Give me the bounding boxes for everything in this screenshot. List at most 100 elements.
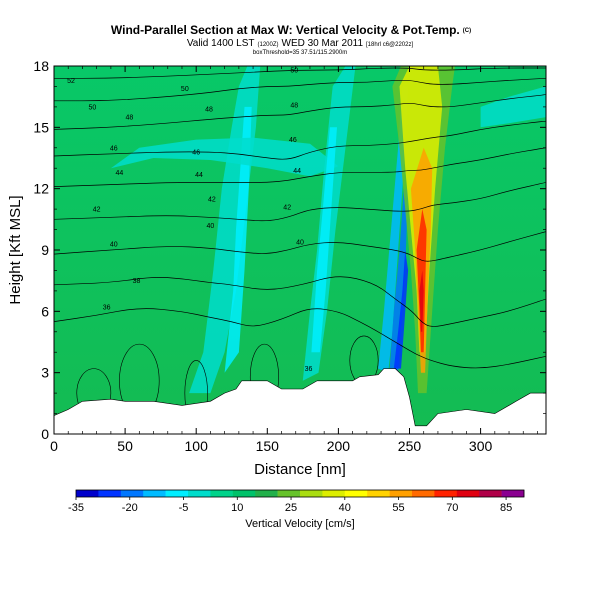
colorbar-tick-label: 40 bbox=[339, 502, 351, 514]
theta-contour-48 bbox=[54, 94, 546, 130]
colorbar-swatch bbox=[434, 490, 458, 497]
cyan-core-right bbox=[311, 127, 337, 353]
colorbar-swatch bbox=[412, 490, 435, 497]
blue-downdraft bbox=[389, 188, 409, 373]
x-axis: 0 50 100 150 200 250 300 bbox=[50, 66, 538, 454]
x-tick-label: 250 bbox=[398, 438, 422, 454]
contour-label-text: 46 bbox=[192, 149, 200, 156]
contour-label: 50 bbox=[181, 86, 189, 93]
x-tick-label: 200 bbox=[327, 438, 351, 454]
contour-label: 48 bbox=[205, 106, 213, 113]
theta-contours bbox=[54, 67, 546, 427]
colorbar-tick-label: -20 bbox=[122, 502, 138, 514]
contour-label-text: 44 bbox=[195, 172, 203, 179]
contour-label-text: 48 bbox=[125, 115, 133, 122]
x-tick-label: 300 bbox=[469, 438, 493, 454]
theta-contour-46 bbox=[54, 120, 546, 160]
contour-label-text: 44 bbox=[116, 170, 124, 177]
colorbar-swatch bbox=[322, 490, 346, 497]
colorbar-swatch bbox=[255, 490, 278, 497]
colorbar-swatch bbox=[389, 490, 413, 497]
cyan-band-mid bbox=[224, 106, 252, 373]
contour-label: 48 bbox=[290, 102, 298, 109]
contour-label-text: 40 bbox=[296, 239, 304, 246]
contour-label-text: 46 bbox=[110, 145, 118, 152]
y-tick-label: 18 bbox=[33, 58, 49, 74]
theta-contour-42 bbox=[54, 182, 546, 222]
chart-title: Wind-Parallel Section at Max W: Vertical… bbox=[111, 23, 471, 37]
contour-label-text: 36 bbox=[103, 305, 111, 312]
theta-contour-40 bbox=[54, 231, 546, 262]
y-tick-label: 9 bbox=[41, 242, 49, 258]
contour-label: 40 bbox=[207, 223, 215, 230]
contour-label-text: 42 bbox=[283, 205, 291, 212]
cyan-band-upper bbox=[110, 137, 339, 177]
colorbar: -35 -20 -5 10 25 40 55 70 85 bbox=[68, 489, 525, 514]
contour-label: 42 bbox=[93, 207, 101, 214]
contour-label-text: 38 bbox=[133, 278, 141, 285]
contour-label-text: 44 bbox=[293, 168, 301, 175]
x-tick-label: 50 bbox=[117, 438, 133, 454]
contour-label-text: 48 bbox=[290, 102, 298, 109]
contour-label: 42 bbox=[208, 196, 216, 203]
valid-time: Valid 1400 LST (1200Z) WED 30 Mar 2011 [18h… bbox=[187, 38, 414, 49]
plot-background bbox=[54, 66, 546, 434]
colorbar-swatch bbox=[98, 490, 122, 497]
contour-label: 40 bbox=[110, 241, 118, 248]
contour-label: 40 bbox=[296, 239, 304, 246]
x-tick-label: 0 bbox=[50, 438, 58, 454]
colorbar-tick-label: 55 bbox=[392, 502, 404, 514]
colorbar-swatch bbox=[188, 490, 211, 497]
contour-label-text: 42 bbox=[208, 196, 216, 203]
contour-label-text: 36 bbox=[305, 366, 313, 373]
y-tick-label: 12 bbox=[33, 181, 49, 197]
contour-label: 44 bbox=[195, 172, 203, 179]
colorbar-tick-label: -35 bbox=[68, 502, 84, 514]
contour-label: 50 bbox=[88, 104, 96, 111]
colorbar-tick-label: 85 bbox=[500, 502, 512, 514]
terrain bbox=[54, 368, 546, 434]
contour-label-text: 42 bbox=[93, 207, 101, 214]
theta-contour-38 bbox=[54, 276, 546, 327]
colorbar-swatch bbox=[232, 490, 256, 497]
contour-label-text: 48 bbox=[205, 106, 213, 113]
colorbar-swatch bbox=[76, 490, 99, 497]
colorbar-swatch bbox=[456, 490, 480, 497]
contour-label-text: 50 bbox=[88, 104, 96, 111]
updraft-core bbox=[419, 270, 424, 332]
contour-label: 46 bbox=[192, 149, 200, 156]
contour-label: 50 bbox=[290, 68, 298, 75]
x-tick-label: 150 bbox=[256, 438, 280, 454]
contour-label-text: 50 bbox=[181, 86, 189, 93]
colorbar-swatch bbox=[501, 490, 525, 497]
colorbar-swatch bbox=[300, 490, 323, 497]
contour-label-text: 46 bbox=[289, 137, 297, 144]
theta-contour-36 bbox=[54, 308, 546, 369]
x-axis-label: Distance [nm] bbox=[254, 461, 346, 478]
y-tick-label: 0 bbox=[41, 426, 49, 442]
header: Wind-Parallel Section at Max W: Vertical… bbox=[111, 23, 471, 56]
contour-label: 36 bbox=[305, 366, 313, 373]
contour-label: 46 bbox=[289, 137, 297, 144]
colorbar-swatch bbox=[143, 490, 166, 497]
contour-label-text: 52 bbox=[67, 78, 75, 85]
colorbar-tick-label: 10 bbox=[231, 502, 243, 514]
theta-contour-44 bbox=[54, 147, 546, 187]
contour-label: 52 bbox=[67, 78, 75, 85]
y-tick-label: 3 bbox=[41, 365, 49, 381]
colorbar-swatch bbox=[367, 490, 390, 497]
colorbar-tick-label: -5 bbox=[179, 502, 189, 514]
y-tick-label: 15 bbox=[33, 119, 49, 135]
y-tick-label: 6 bbox=[41, 303, 49, 319]
colorbar-swatch bbox=[120, 490, 144, 497]
colorbar-label: Vertical Velocity [cm/s] bbox=[245, 518, 354, 530]
colorbar-frame bbox=[75, 489, 525, 498]
colorbar-swatch bbox=[165, 490, 189, 497]
contour-label: 44 bbox=[293, 168, 301, 175]
deep-blue-downdraft bbox=[393, 250, 409, 369]
contour-labels: 52 50 48 46 44 42 40 38 36 50 48 46 44 42 40 50 48 46 44 42… bbox=[67, 68, 312, 373]
colorbar-tick-label: 25 bbox=[285, 502, 297, 514]
colorbar-swatch bbox=[210, 490, 234, 497]
